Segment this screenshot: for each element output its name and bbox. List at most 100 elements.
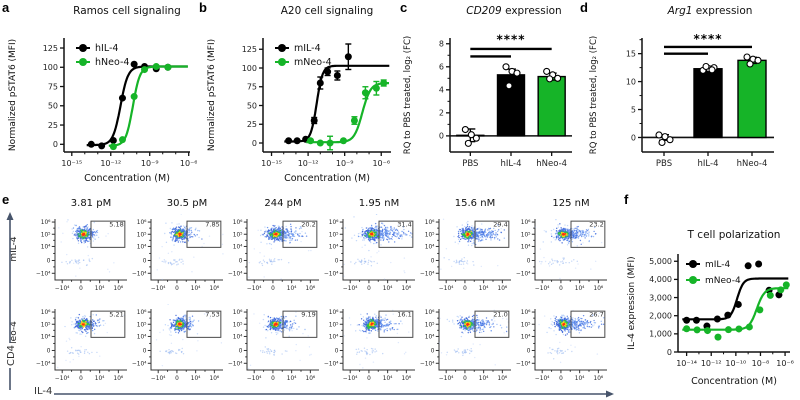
y-tick-label: 0 [631,133,636,142]
data-point [713,315,721,323]
x-tick-label: 10⁻¹² [298,159,319,168]
y-tick-label: 125 [242,45,257,54]
flow-plot-canvas [322,304,418,390]
category-label: hIL-4 [698,159,719,169]
y-tick-label: 0 [252,139,257,148]
data-point [285,137,293,145]
y-tick-label: 4,000 [649,275,672,284]
panel-d-label: d [580,0,588,15]
fit-curve [284,64,390,143]
data-point [683,316,691,324]
replicate-point [472,134,480,142]
y-tick-label: 6 [439,63,444,72]
data-point [98,142,106,150]
x-axis-label: Concentration (M) [691,376,777,387]
flow-plot-canvas [130,304,226,390]
y-tick-label: 25 [48,121,58,130]
data-point [683,325,691,333]
category-label: PBS [462,159,478,169]
replicate-point [464,139,472,147]
replicate-point [546,75,554,83]
flow-plot-mNeo-4-244pM [226,304,322,390]
bar-hNeo-4 [737,59,767,139]
data-point [361,89,369,97]
bar-hIL-4 [693,68,723,139]
data-point [692,316,700,324]
data-point [307,137,315,145]
data-point [87,140,95,148]
data-point [109,136,117,144]
data-point [141,66,149,74]
panel-c-chart: CD209 expression 0 2 4 6 8 RQ to PBS treated, … [403,5,572,169]
replicate-point [661,133,669,141]
category-label: hIL-4 [501,159,522,169]
data-point [782,281,790,289]
x-axis-label: Concentration (M) [84,173,170,184]
replicate-point [708,66,716,74]
replicate-point [461,125,469,134]
legend-label: mIL-4 [705,260,731,270]
flow-plot-canvas [322,214,418,300]
y-axis-label: RQ to PBS treated, log₂ (FC) [403,36,413,154]
data-point [766,291,774,299]
panel-a: a Ramos cell signaling 0 25 50 75 100 125 10⁻¹⁵… [0,0,198,192]
x-tick-label: 10⁻¹⁴ [676,359,697,368]
y-flow-axis-label: CD4 [6,342,18,369]
y-tick-label: 50 [247,101,257,110]
flow-plot-canvas [226,304,322,390]
category-label: hNeo-4 [737,159,768,169]
x-tick-label: 10⁻¹² [701,359,722,368]
data-point [130,60,138,68]
x-flow-axis-label: IL-4 [32,386,55,397]
flow-plot-canvas [418,214,514,300]
concentration-header: 1.95 nM [358,198,400,209]
data-point [333,72,341,79]
flow-plot-mIL-4-125nM [514,214,610,300]
chart-title: Ramos cell signaling [73,5,181,17]
data-point [344,53,352,61]
panel-f-label: f [624,192,629,207]
x-tick-label: 10⁻⁸ [752,359,770,368]
data-point [724,326,732,334]
flow-plot-canvas [34,214,130,300]
data-point [324,68,332,76]
replicate-point [743,53,751,61]
data-point [724,311,732,319]
data-point [316,139,324,147]
concentration-header: 125 nM [552,198,590,209]
chart-title: Arg1 expression [667,5,753,17]
replicate-point [502,63,510,71]
flow-plot-canvas [418,304,514,390]
panel-e: e 3.81 pM 30.5 pM 244 pM 1.95 nM 15.6 nM 125 … [0,192,622,400]
flow-plot-mNeo-4-1.95nM [322,304,418,390]
data-point [350,117,358,124]
data-point [118,136,126,144]
concentration-header: 30.5 pM [166,198,208,209]
data-point [316,79,324,87]
panel-c-label: c [400,0,408,15]
legend-label: mNeo-4 [705,276,741,286]
x-axis-label: Concentration (M) [284,173,370,184]
panel-c: c CD209 expression 0 2 4 6 8 RQ to PBS treated… [398,0,578,192]
flow-plot-canvas [514,304,610,390]
y-tick-label: 3,000 [649,293,672,302]
flow-plot-canvas [130,214,226,300]
y-tick-label: 75 [247,83,257,92]
panel-a-chart: Ramos cell signaling 0 25 50 75 100 125 10⁻¹⁵ 10… [8,5,198,184]
bar-hNeo-4 [537,75,566,137]
legend-label: hIL-4 [95,43,118,54]
y-tick-label: 0 [53,140,58,149]
replicate-point [505,82,513,90]
data-point [293,137,301,145]
y-tick-label: 25 [247,120,257,129]
data-point [380,79,388,87]
panel-e-label: e [2,192,10,207]
panel-d: d Arg1 expression 0 5 10 15 RQ to PBS treated… [578,0,800,192]
flow-plot-mIL-4-30.5pM [130,214,226,300]
legend-label: mNeo-4 [294,57,332,68]
x-tick-label: 10⁻¹⁰ [725,359,746,368]
y-tick-label: 1,000 [649,330,672,339]
flow-plot-mIL-4-1.95nM [322,214,418,300]
flow-plot-mNeo-4-15.6nM [418,304,514,390]
